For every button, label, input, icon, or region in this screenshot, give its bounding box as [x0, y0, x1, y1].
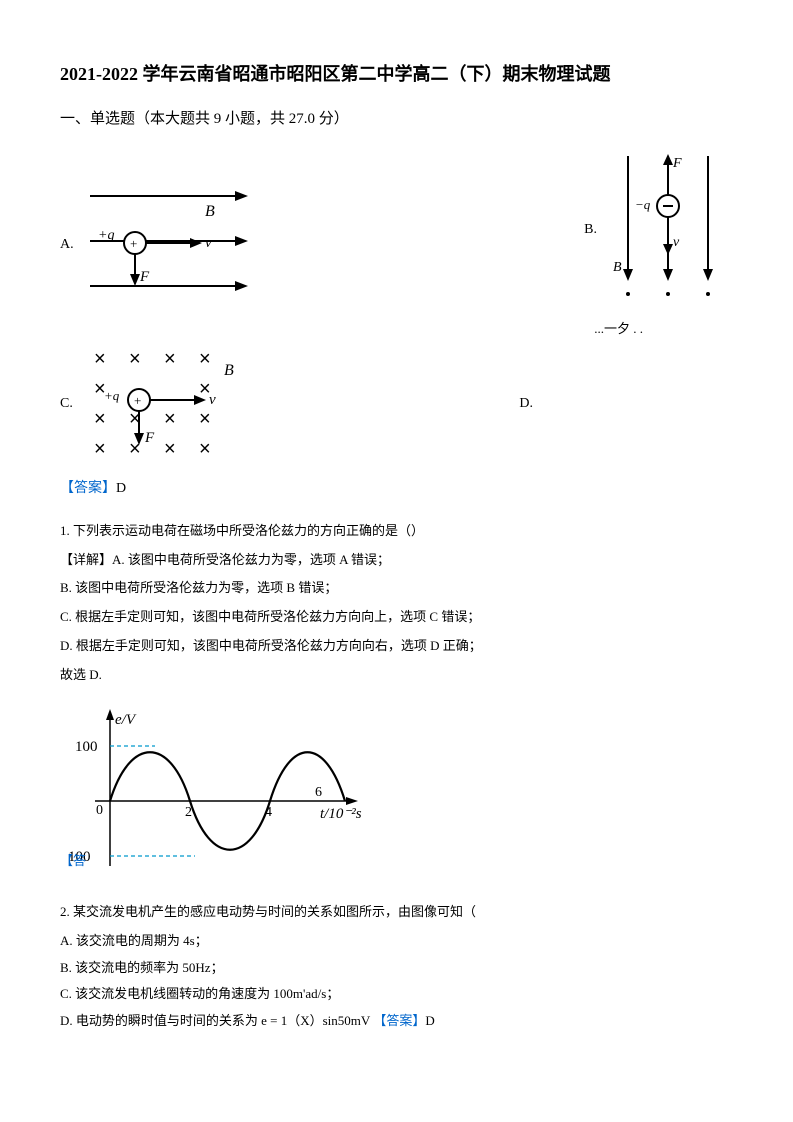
svg-text:×: ×: [199, 438, 211, 460]
svg-text:F: F: [144, 430, 155, 446]
svg-text:−q: −q: [635, 197, 651, 212]
svg-text:e/V: e/V: [115, 712, 137, 728]
svg-text:+: +: [130, 236, 137, 251]
option-d: D.: [519, 393, 533, 415]
option-c: C. ×××× ×× ×××× ×××× B + +q v: [60, 340, 254, 468]
svg-text:×: ×: [199, 348, 211, 370]
svg-text:×: ×: [94, 348, 106, 370]
option-a-diagram: B + +q v F: [80, 181, 255, 309]
option-d-label: D.: [519, 393, 533, 415]
option-a-label: A.: [60, 234, 74, 256]
q2-opt-c: C. 该交流发电机线圈转动的角速度为 100m'ad/s；: [60, 984, 733, 1005]
q1-detail-b: B. 该图中电荷所受洛伦兹力为零，选项 B 错误；: [60, 578, 733, 599]
svg-text:B: B: [224, 362, 234, 379]
q2-graph: e/V 100 100 0 2 4 6 t/10⁻²s: [60, 706, 380, 886]
svg-text:F: F: [139, 269, 150, 285]
section-heading: 一、单选题（本大题共 9 小题，共 27.0 分）: [60, 107, 733, 131]
svg-text:+: +: [134, 393, 141, 408]
options-row-2: C. ×××× ×× ×××× ×××× B + +q v: [60, 340, 733, 468]
svg-text:+q: +q: [104, 388, 120, 403]
q2-opt-a: A. 该交流电的周期为 4s；: [60, 931, 733, 952]
svg-text:6: 6: [315, 785, 322, 800]
options-row-1: A. B + +q v F: [60, 151, 733, 309]
q1-detail-d: D. 根据左手定则可知，该图中电荷所受洛伦兹力方向向右，选项 D 正确；: [60, 636, 733, 657]
watermark-text: ...一夕 . .: [60, 319, 643, 340]
svg-text:×: ×: [164, 438, 176, 460]
option-c-label: C.: [60, 393, 73, 415]
q1-stem: 1. 下列表示运动电荷在磁场中所受洛伦兹力的方向正确的是（）: [60, 521, 733, 542]
svg-text:v: v: [673, 235, 680, 250]
option-b-diagram: F −q v B: [603, 151, 733, 309]
q2-graph-container: e/V 100 100 0 2 4 6 t/10⁻²s 【答: [60, 706, 733, 894]
q2-answer-prefix: 【答案】: [373, 1013, 425, 1028]
option-a: A. B + +q v F: [60, 181, 255, 309]
q2-opt-b: B. 该交流电的频率为 50Hz；: [60, 958, 733, 979]
svg-text:t/10⁻²s: t/10⁻²s: [320, 806, 362, 822]
page-title: 2021-2022 学年云南省昭通市昭阳区第二中学高二（下）期末物理试题: [60, 60, 733, 89]
q1-detail-c: C. 根据左手定则可知，该图中电荷所受洛伦兹力方向向上，选项 C 错误；: [60, 607, 733, 628]
svg-text:0: 0: [96, 803, 103, 818]
svg-text:×: ×: [94, 408, 106, 430]
svg-text:×: ×: [164, 408, 176, 430]
q2-answer-truncated: 【答: [60, 851, 86, 872]
answer-prefix: 【答案】: [60, 481, 116, 496]
svg-text:v: v: [209, 392, 216, 408]
q2-opt-d: D. 电动势的瞬时值与时间的关系为 e = 1（X）sin50mV 【答案】D: [60, 1011, 733, 1032]
b-label: B: [205, 203, 215, 220]
q1-detail-a: 【详解】A. 该图中电荷所受洛伦兹力为零，选项 A 错误；: [60, 550, 733, 571]
svg-text:F: F: [672, 156, 682, 171]
svg-text:100: 100: [75, 739, 98, 755]
option-b-label: B.: [584, 219, 597, 241]
svg-text:B: B: [613, 260, 622, 275]
svg-text:×: ×: [94, 438, 106, 460]
q1-conclusion: 故选 D.: [60, 665, 733, 686]
svg-text:+q: +q: [98, 228, 114, 243]
q1-answer: 【答案】D: [60, 478, 733, 500]
option-b: B. F −q v B: [584, 151, 733, 309]
svg-text:×: ×: [199, 408, 211, 430]
q2-answer-value: D: [425, 1013, 434, 1028]
option-c-diagram: ×××× ×× ×××× ×××× B + +q v F: [79, 340, 254, 468]
svg-text:v: v: [205, 235, 212, 251]
svg-text:×: ×: [164, 348, 176, 370]
answer-value: D: [116, 481, 126, 496]
q2-stem: 2. 某交流发电机产生的感应电动势与时间的关系如图所示，由图像可知（: [60, 902, 733, 923]
svg-text:×: ×: [129, 348, 141, 370]
